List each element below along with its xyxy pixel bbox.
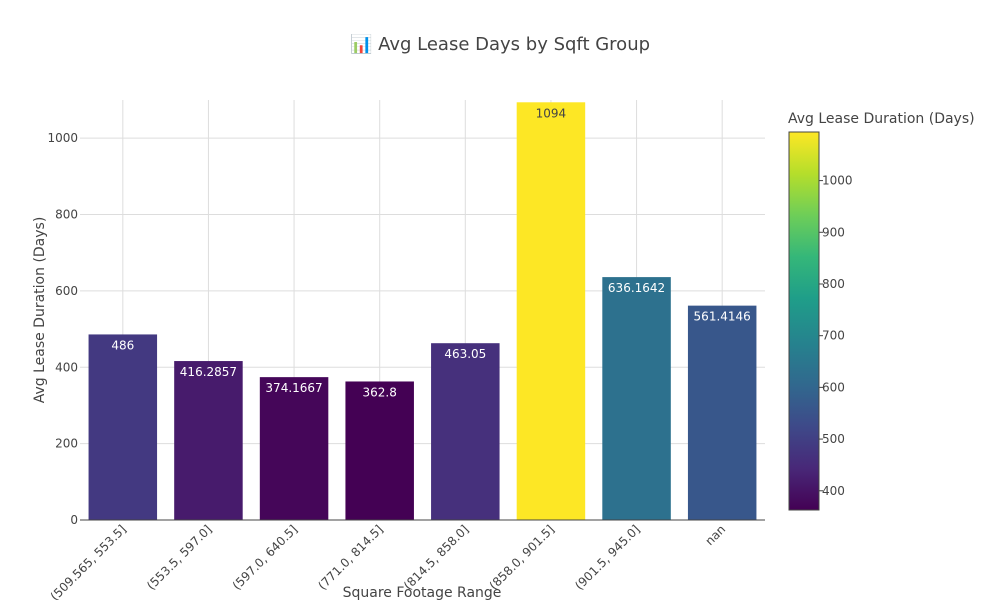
bar-value-label: 463.05 [444, 347, 486, 361]
colorbar-tick-label: 500 [822, 432, 845, 446]
bar [345, 381, 414, 520]
x-tick-label: (858.0, 901.5] [487, 522, 558, 593]
y-axis-title: Avg Lease Duration (Days) [32, 217, 48, 404]
x-tick-label: nan [702, 522, 728, 548]
bar [602, 277, 671, 520]
chart-title: 📊 Avg Lease Days by Sqft Group [350, 33, 650, 55]
bar [516, 102, 586, 521]
bar [431, 343, 500, 520]
bar-value-label: 636.1642 [608, 281, 665, 295]
x-tick-label: (814.5, 858.0] [401, 522, 472, 593]
bar-value-label: 362.8 [363, 385, 397, 399]
bars [88, 102, 757, 521]
colorbar [788, 131, 820, 511]
y-tick-label: 0 [70, 513, 78, 527]
bar-value-label: 416.2857 [180, 365, 237, 379]
y-tick-labels: 0 200 400 600 800 1000 [47, 131, 78, 527]
bar-value-label: 486 [111, 338, 134, 352]
y-tick-label: 1000 [47, 131, 78, 145]
bar [88, 334, 158, 520]
x-tick-label: (509.565, 553.5] [48, 522, 129, 600]
x-tick-label: (901.5, 945.0] [572, 522, 643, 593]
bar-value-label: 374.1667 [265, 381, 322, 395]
y-tick-label: 400 [55, 360, 78, 374]
bar-value-label: 1094 [536, 106, 567, 120]
colorbar-tick-label: 900 [822, 225, 845, 239]
colorbar-tick-label: 700 [822, 329, 845, 343]
colorbar-tick-label: 800 [822, 277, 845, 291]
x-tick-label: (597.0, 640.5] [230, 522, 301, 593]
x-axis-title: Square Footage Range [343, 585, 502, 600]
bar [259, 377, 329, 520]
colorbar-tick-label: 600 [822, 380, 845, 394]
y-tick-label: 200 [55, 437, 78, 451]
x-tick-label: (553.5, 597.0] [144, 522, 215, 593]
colorbar-tick-label: 400 [822, 484, 845, 498]
bar-value-label: 561.4146 [694, 310, 751, 324]
bar [174, 361, 243, 520]
bar-value-labels: 486 416.2857 374.1667 362.8 463.05 1094 636.16… [111, 106, 750, 399]
y-tick-label: 800 [55, 208, 78, 222]
y-tick-label: 600 [55, 284, 78, 298]
bar [687, 305, 757, 520]
colorbar-tick-label: 1000 [822, 174, 853, 188]
colorbar-tick-labels: 400 500 600 700 800 900 1000 [819, 174, 853, 498]
colorbar-title: Avg Lease Duration (Days) [788, 111, 975, 127]
x-tick-label: (771.0, 814.5] [315, 522, 386, 593]
